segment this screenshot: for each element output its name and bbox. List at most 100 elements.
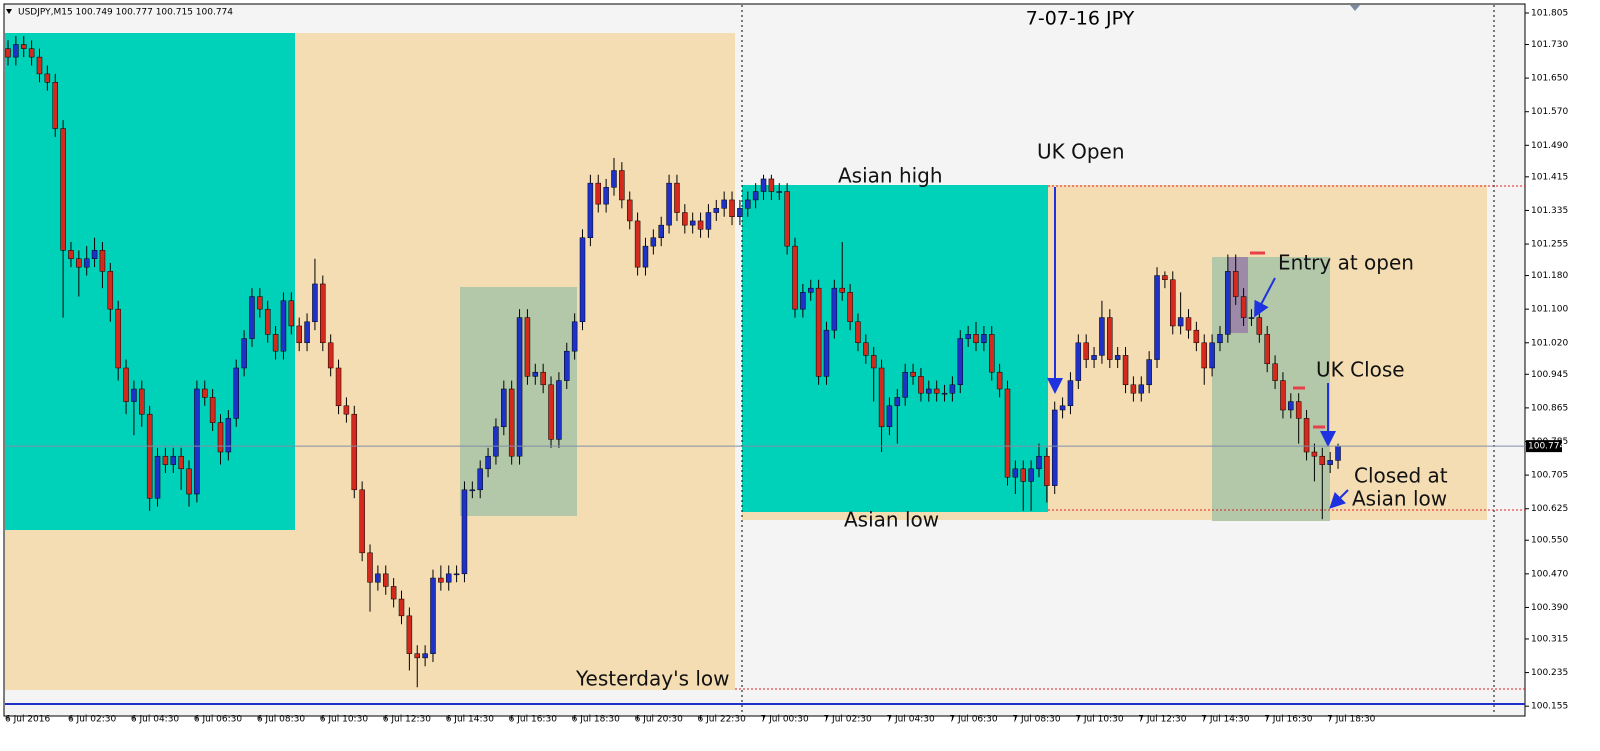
candle-body	[957, 338, 964, 386]
x-tick-label: 6 Jul 08:30	[257, 715, 306, 725]
candle-body	[902, 371, 908, 398]
candle-body	[68, 250, 74, 260]
candle-body	[1272, 363, 1278, 381]
y-tick-label: 100.550	[1531, 536, 1568, 546]
candle-body	[1028, 468, 1034, 482]
candle-body	[1051, 409, 1058, 486]
x-tick-label: 7 Jul 12:30	[1138, 715, 1187, 725]
candle-body	[209, 397, 216, 423]
candle-body	[1146, 359, 1152, 386]
candle-body	[194, 388, 200, 495]
scroll-marker	[1350, 5, 1360, 11]
candle-body	[383, 573, 389, 587]
candle-body	[139, 388, 145, 415]
candle-body	[571, 321, 578, 352]
candle-body	[304, 321, 310, 344]
candle-body	[1075, 342, 1082, 381]
candle-body	[886, 405, 893, 428]
candle-body	[1138, 384, 1145, 394]
candle-body	[1122, 355, 1129, 386]
candle-body	[949, 384, 956, 394]
y-tick-label: 100.945	[1531, 370, 1568, 380]
candle-body	[800, 292, 806, 310]
candle-body	[162, 455, 169, 465]
candle-body	[60, 128, 66, 251]
candle-body	[1201, 342, 1207, 369]
candle-body	[91, 250, 98, 260]
candle-body	[327, 342, 334, 369]
x-tick-label: 6 Jul 14:30	[446, 715, 495, 725]
chart-header: USDJPY,M15 100.749 100.777 100.715 100.7…	[18, 8, 233, 18]
x-tick-label: 7 Jul 04:30	[886, 715, 935, 725]
candle-body	[1327, 460, 1333, 465]
candle-body	[1209, 342, 1215, 369]
candle-body	[351, 413, 358, 491]
candle-body	[178, 455, 184, 470]
annotation: Asian high	[838, 164, 943, 188]
x-tick-label: 7 Jul 14:30	[1201, 715, 1250, 725]
candle-body	[1280, 380, 1286, 411]
x-tick-label: 7 Jul 08:30	[1012, 715, 1061, 725]
candle-body	[154, 455, 161, 499]
candle-body	[288, 300, 295, 327]
candle-body	[965, 334, 971, 339]
x-tick-label: 7 Jul 06:30	[949, 715, 998, 725]
candle-body	[768, 178, 775, 192]
x-tick-label: 6 Jul 12:30	[383, 715, 432, 725]
candle-body	[619, 170, 625, 201]
annotation: Asian low	[1352, 487, 1447, 511]
candle-body	[217, 422, 224, 453]
candle-body	[516, 317, 523, 457]
candle-body	[603, 187, 609, 205]
candle-body	[792, 245, 798, 310]
candle-body	[28, 48, 35, 58]
y-tick-label: 100.625	[1531, 504, 1568, 514]
candle-body	[398, 598, 405, 617]
candle-body	[280, 300, 287, 352]
candle-body	[146, 413, 153, 499]
annotation: Asian low	[844, 508, 939, 532]
menu-triangle[interactable]	[6, 9, 12, 14]
candle-body	[469, 489, 476, 492]
candle-body	[941, 392, 948, 395]
candle-body	[587, 182, 594, 238]
y-tick-label: 100.315	[1531, 634, 1568, 644]
chart-title: 7-07-16 JPY	[1026, 8, 1135, 30]
candle-body	[1170, 279, 1176, 327]
candle-body	[1248, 317, 1255, 319]
candle-body	[508, 388, 515, 457]
candle-body	[823, 329, 830, 377]
candle-body	[760, 178, 767, 192]
candle-body	[422, 653, 428, 659]
candle-body	[99, 250, 106, 272]
candle-body	[1114, 355, 1121, 360]
y-tick-label: 101.650	[1531, 74, 1568, 84]
candle-body	[689, 220, 696, 226]
x-tick-label: 7 Jul 18:30	[1327, 715, 1376, 725]
candle-body	[752, 191, 759, 201]
candle-body	[611, 170, 617, 188]
candle-body	[453, 573, 460, 576]
candle-body	[721, 199, 727, 209]
y-tick-label: 101.180	[1531, 271, 1568, 281]
candle-body	[1319, 455, 1326, 465]
candle-body	[650, 237, 657, 247]
candle-body	[1004, 388, 1011, 478]
candle-body	[264, 308, 271, 335]
y-tick-label: 100.705	[1531, 471, 1568, 481]
candle-body	[241, 338, 247, 369]
candle-body	[1193, 329, 1200, 344]
candle-body	[1036, 455, 1042, 470]
y-tick-label: 101.570	[1531, 107, 1568, 117]
x-tick-label: 6 Jul 22:30	[698, 715, 747, 725]
y-tick-label: 101.730	[1531, 40, 1568, 50]
candle-body	[367, 552, 373, 583]
candle-body	[658, 224, 664, 238]
candle-body	[626, 199, 633, 222]
candle-body	[493, 426, 499, 457]
candle-body	[170, 455, 177, 465]
arrow	[1329, 489, 1349, 509]
candle-body	[233, 367, 239, 419]
candle-body	[44, 73, 51, 83]
candle-body	[1067, 380, 1074, 407]
